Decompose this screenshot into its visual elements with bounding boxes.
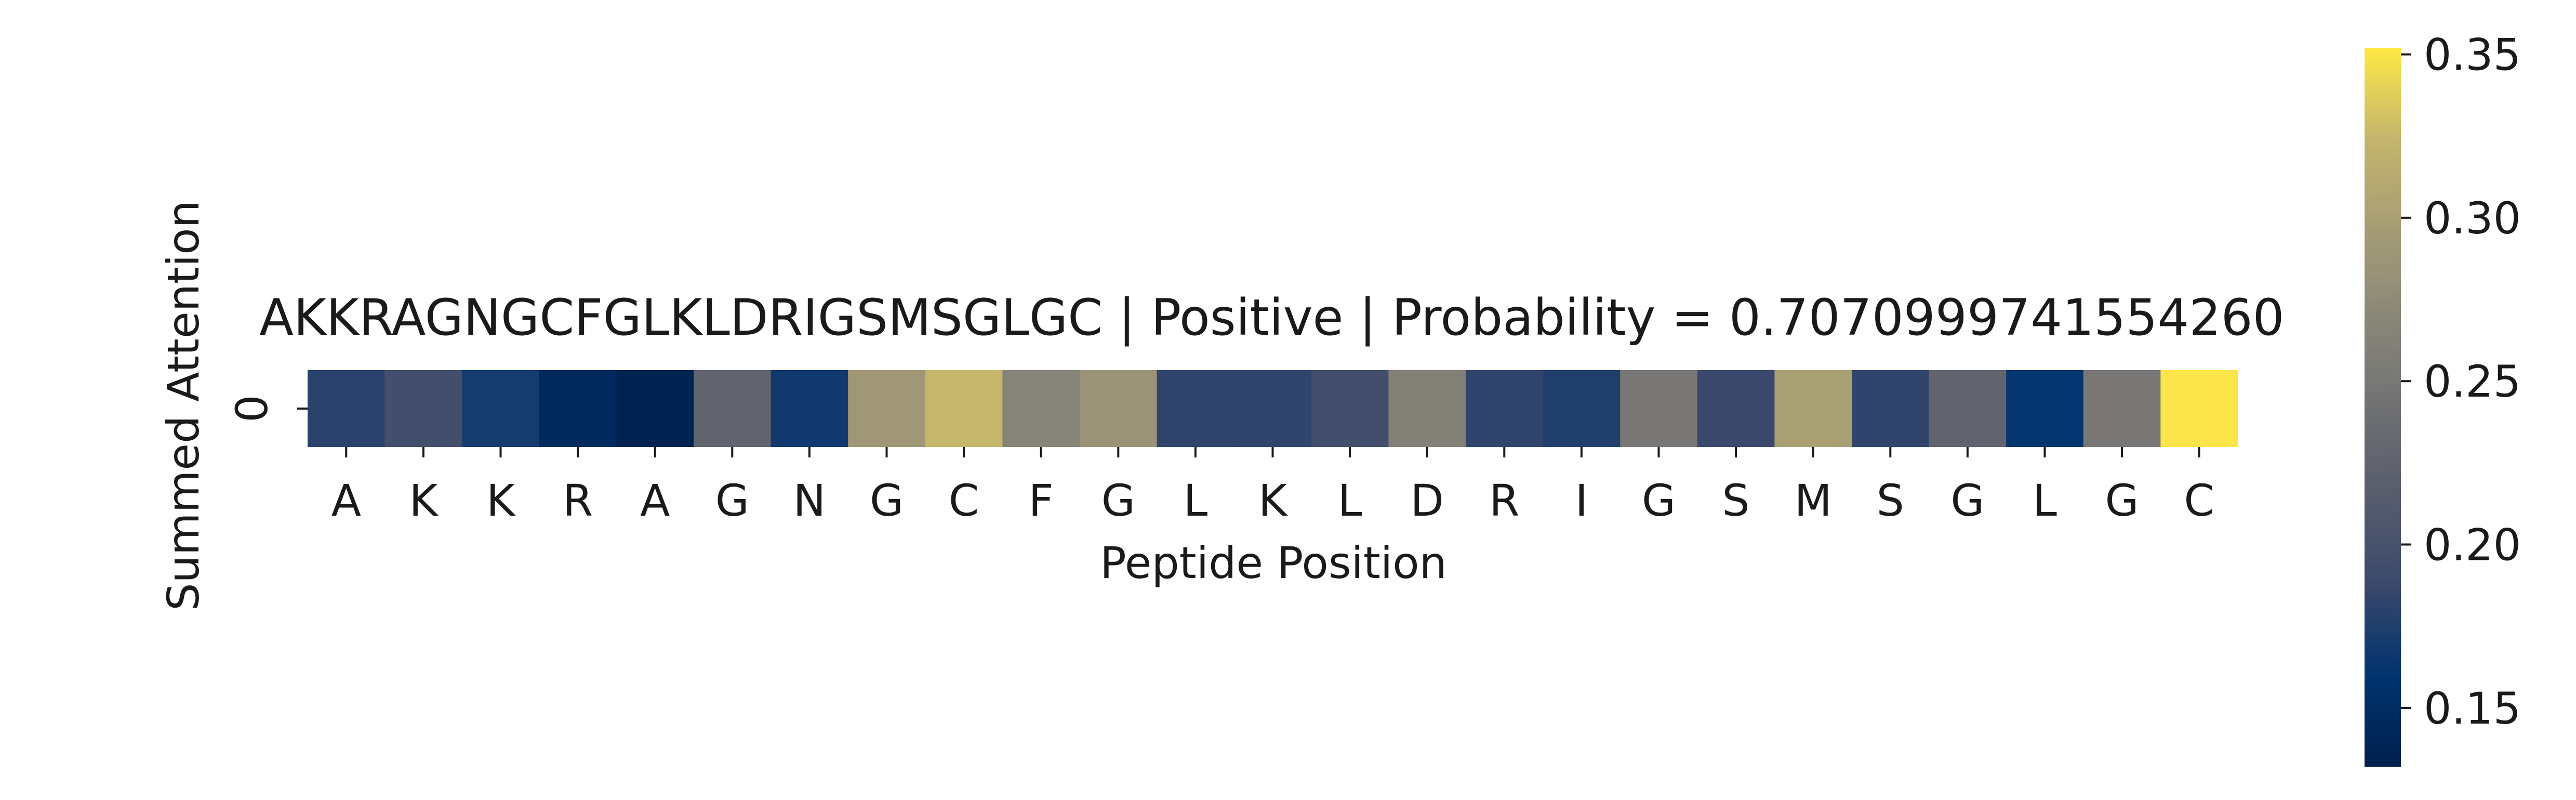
x-tick-label: A [640, 475, 670, 526]
x-tick-label: L [2033, 475, 2057, 526]
heatmap-cell [1157, 370, 1234, 447]
heatmap-cell [1774, 370, 1852, 447]
colorbar-tick-label: 0.30 [2424, 193, 2521, 244]
colorbar-tick-label: 0.35 [2424, 30, 2521, 81]
x-tick-label: F [1029, 475, 1054, 526]
chart-title: AKKRAGNGCFGLKLDRIGSMSGLGC | Positive | P… [259, 288, 2284, 347]
x-tick-label: A [331, 475, 361, 526]
x-axis-label: Peptide Position [1100, 537, 1447, 588]
x-tick-label: S [1722, 475, 1749, 526]
y-axis-ticks: 0 [227, 395, 308, 423]
colorbar [2365, 48, 2401, 767]
x-tick-label: G [2105, 475, 2139, 526]
heatmap-cell [1311, 370, 1389, 447]
x-tick-label: D [1410, 475, 1444, 526]
heatmap-cell [1080, 370, 1158, 447]
heatmap-cell [1852, 370, 1930, 447]
colorbar-tick-label: 0.25 [2424, 356, 2521, 407]
heatmap-cell [384, 370, 462, 447]
heatmap-cell [925, 370, 1003, 447]
x-tick-label: C [2184, 475, 2214, 526]
heatmap-cell [1697, 370, 1775, 447]
x-tick-label: L [1338, 475, 1362, 526]
x-tick-label: G [870, 475, 904, 526]
heatmap-cell [1620, 370, 1698, 447]
heatmap-cell [2083, 370, 2161, 447]
x-tick-label: M [1794, 475, 1831, 526]
heatmap-cell [1929, 370, 2007, 447]
heatmap-cell [1388, 370, 1466, 447]
x-tick-label: I [1575, 475, 1588, 526]
x-tick-label: K [486, 475, 516, 526]
heatmap-cell [1543, 370, 1621, 447]
x-tick-label: N [793, 475, 826, 526]
heatmap-cell [308, 370, 386, 447]
heatmap-cell [1002, 370, 1080, 447]
y-tick-label: 0 [227, 395, 277, 422]
heatmap-cell [539, 370, 617, 447]
heatmap-cells [308, 370, 2238, 447]
heatmap-cell [1466, 370, 1544, 447]
x-tick-label: R [563, 475, 593, 526]
x-tick-label: G [1642, 475, 1676, 526]
heatmap-cell [848, 370, 926, 447]
x-tick-label: R [1489, 475, 1519, 526]
heatmap-cell [2160, 370, 2238, 447]
heatmap-cell [1234, 370, 1312, 447]
heatmap-cell [694, 370, 772, 447]
heatmap-cell [616, 370, 694, 447]
x-tick-label: G [1101, 475, 1135, 526]
colorbar-tick-label: 0.20 [2424, 520, 2521, 571]
y-axis-label: Summed Attention [158, 200, 209, 611]
x-tick-label: K [1258, 475, 1288, 526]
colorbar-tick-label: 0.15 [2424, 683, 2521, 734]
x-tick-label: G [1950, 475, 1984, 526]
x-tick-label: S [1877, 475, 1904, 526]
x-tick-label: L [1183, 475, 1207, 526]
heatmap-cell [2006, 370, 2084, 447]
x-tick-label: C [949, 475, 979, 526]
heatmap-cell [771, 370, 848, 447]
x-tick-label: K [409, 475, 439, 526]
heatmap-cell [462, 370, 540, 447]
colorbar-ticks: 0.15 0.20 0.25 0.30 0.35 [2401, 30, 2521, 734]
x-tick-label: G [715, 475, 749, 526]
